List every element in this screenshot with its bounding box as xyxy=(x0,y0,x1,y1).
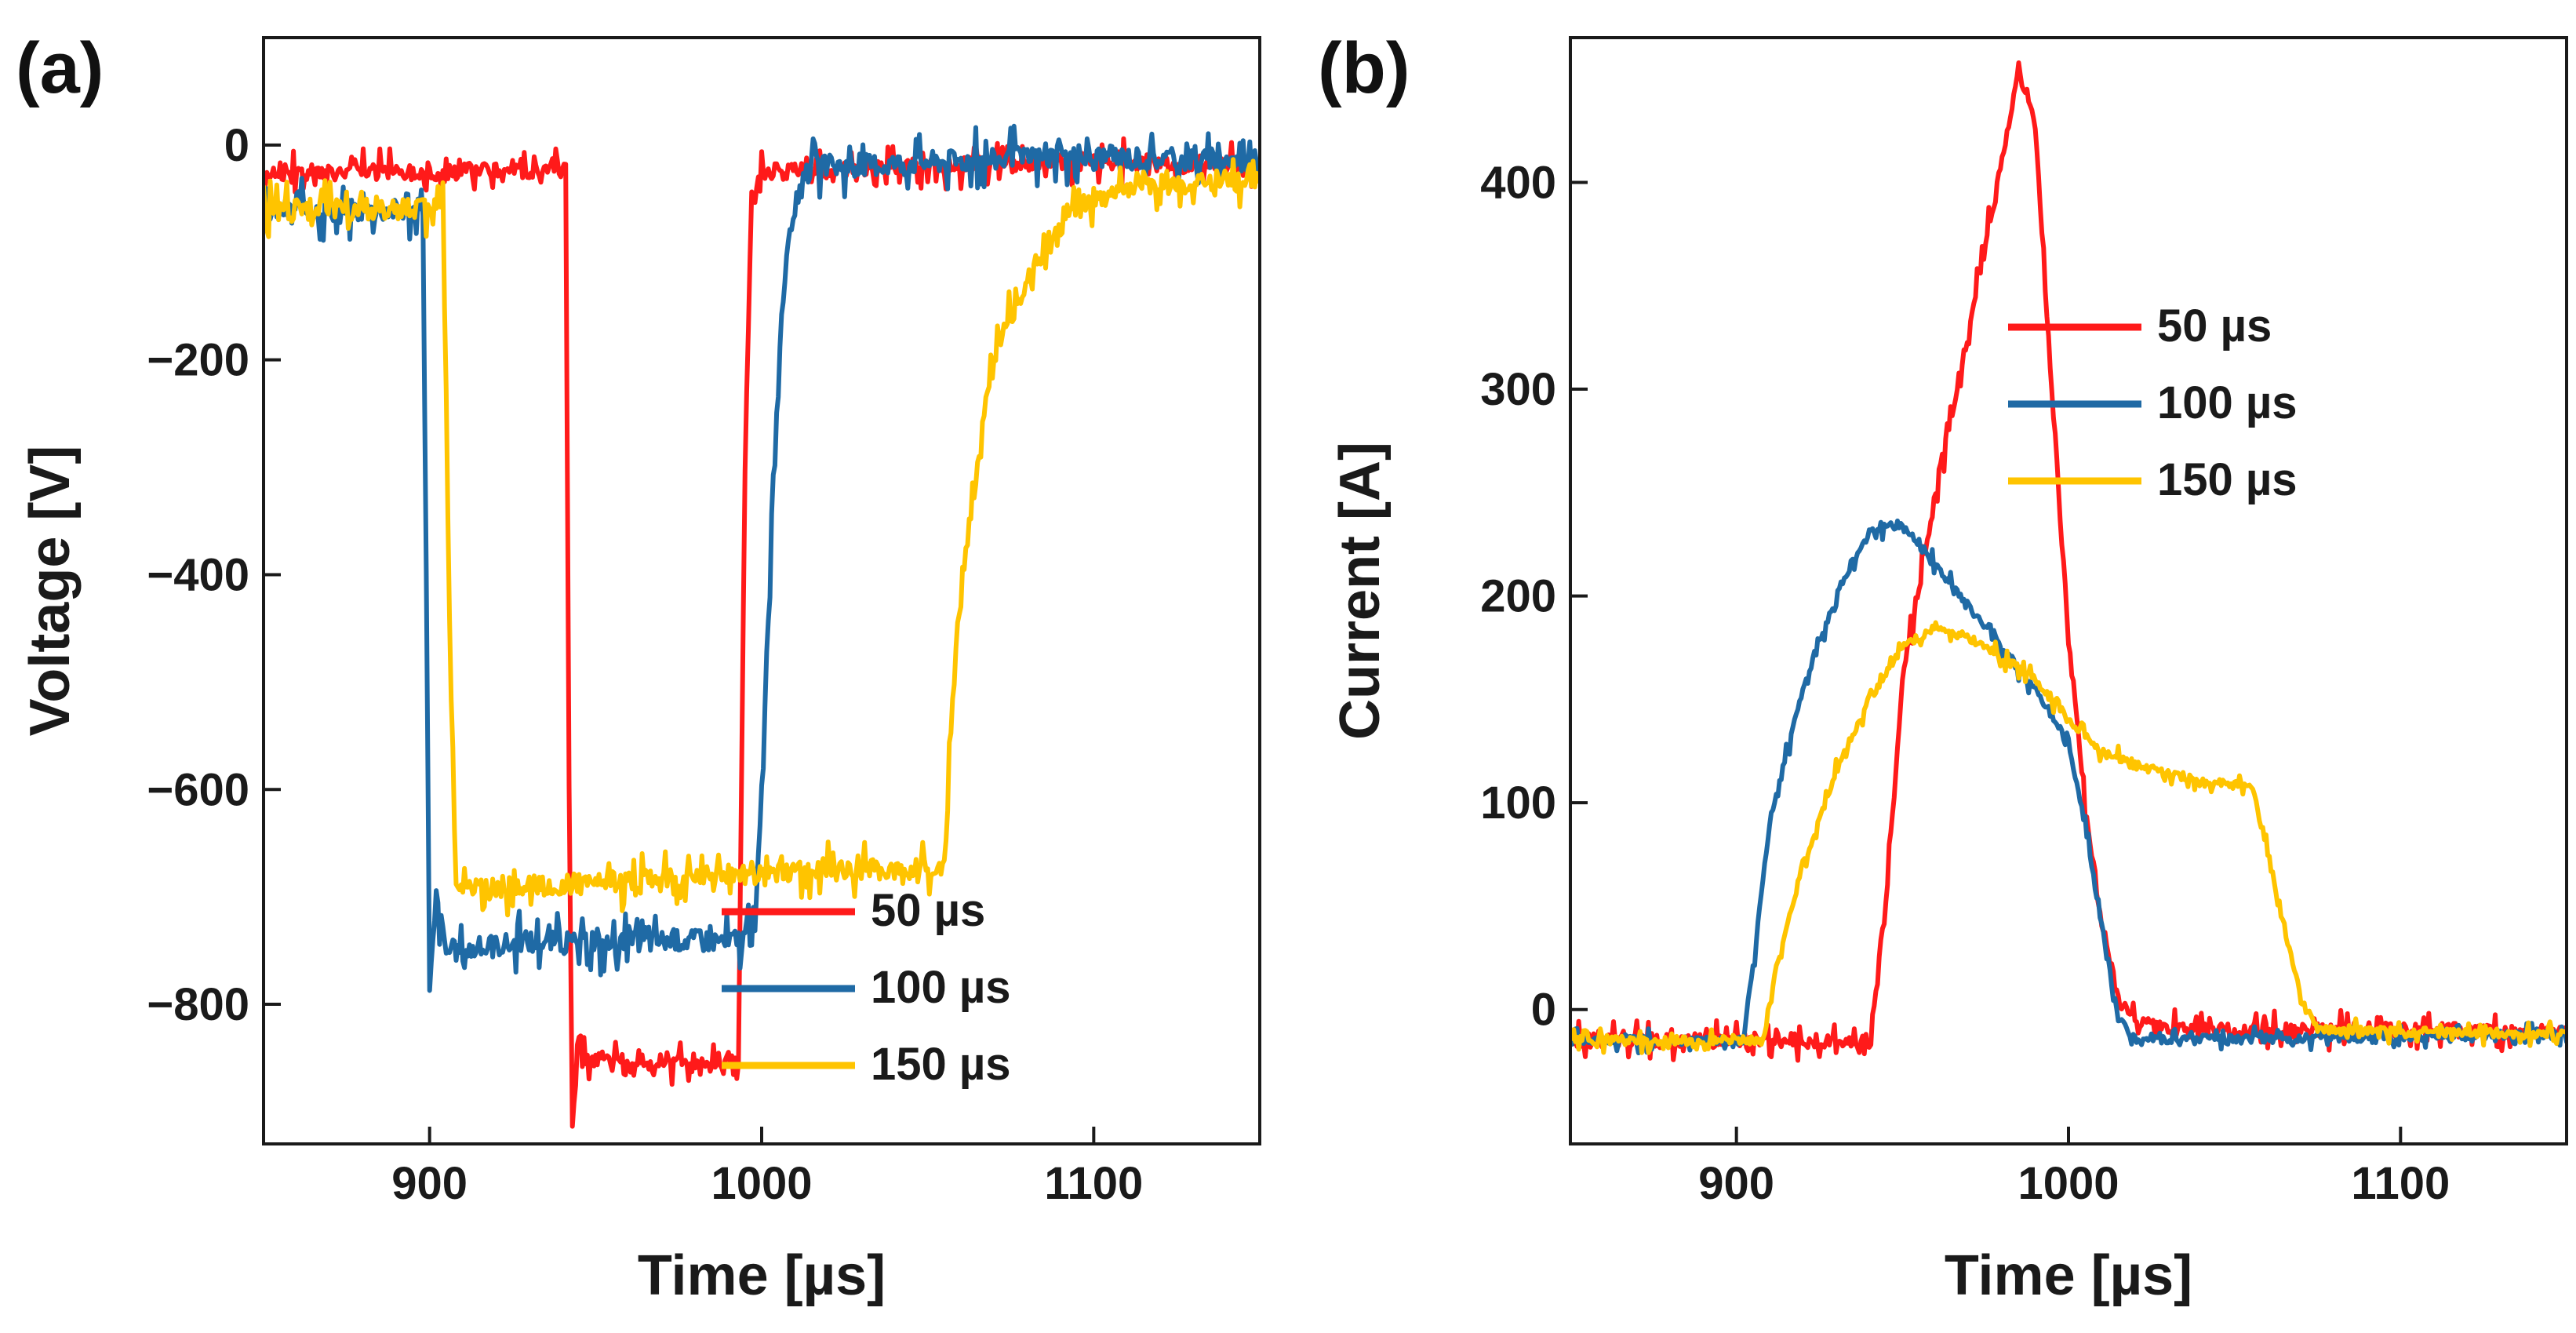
panel-b-x-axis-label: Time [µs] xyxy=(1945,1244,2192,1307)
panel-b-y-axis: 0 100 200 300 400 xyxy=(1480,157,1588,1036)
panel-a-legend: 50 µs 100 µs 150 µs xyxy=(722,885,1011,1090)
panel-a-legend-label: 100 µs xyxy=(871,962,1011,1013)
panel-b-y-tick-label: 100 xyxy=(1480,778,1556,829)
panel-a-series-50us-line xyxy=(264,136,1260,1129)
panel-b-y-tick-label: 200 xyxy=(1480,571,1556,622)
panel-b-legend-label: 50 µs xyxy=(2157,300,2272,351)
panel-b-y-tick-label: 400 xyxy=(1480,157,1556,208)
panel-a-x-tick-label: 1000 xyxy=(711,1158,812,1209)
panel-b-x-axis: 900 1000 1100 xyxy=(1698,1127,2450,1209)
panel-b-series-150us-line xyxy=(1570,620,2567,1055)
panel-a-plot-area xyxy=(264,123,1260,1129)
panel-b-plot-area xyxy=(1570,60,2567,1063)
panel-a-y-tick-label: −800 xyxy=(147,979,249,1030)
panel-a-y-tick-label: 0 xyxy=(224,120,249,171)
panel-b-x-tick-label: 1000 xyxy=(2018,1158,2119,1209)
panel-b-y-axis-label: Current [A] xyxy=(1329,442,1392,740)
panel-b-series-50us-line xyxy=(1570,60,2567,1063)
panel-b-current-chart: (b) 0 100 200 300 400 900 1000 1100 Current [A… xyxy=(1318,28,2568,1307)
panel-b-legend-label: 150 µs xyxy=(2157,454,2298,505)
panel-a-series-150us-line xyxy=(264,157,1260,918)
panel-a-voltage-chart: (a) 0 −200 −400 −600 −800 900 1000 1100 Voltag… xyxy=(16,28,1261,1307)
panel-a-y-axis-label: Voltage [V] xyxy=(19,446,82,737)
panel-a-y-tick-label: −600 xyxy=(147,764,249,815)
panel-a-y-axis: 0 −200 −400 −600 −800 xyxy=(147,120,281,1030)
panel-a-x-tick-label: 900 xyxy=(391,1158,468,1209)
panel-a-y-tick-label: −400 xyxy=(147,549,249,600)
panel-b-series-100us-line xyxy=(1570,518,2567,1055)
panel-b-frame xyxy=(1569,36,2568,1145)
panel-a-x-tick-label: 1100 xyxy=(1044,1158,1143,1209)
panel-a-frame xyxy=(262,36,1261,1145)
panel-a-letter: (a) xyxy=(16,28,104,108)
panel-a-legend-label: 150 µs xyxy=(871,1039,1011,1090)
panel-b-y-tick-label: 0 xyxy=(1531,985,1556,1036)
panel-a-y-tick-label: −200 xyxy=(147,335,249,386)
panel-b-legend-label: 100 µs xyxy=(2157,377,2298,428)
panel-b-letter: (b) xyxy=(1318,28,1410,108)
panel-b-x-tick-label: 900 xyxy=(1698,1158,1774,1209)
panel-b-legend: 50 µs 100 µs 150 µs xyxy=(2008,300,2298,505)
panel-b-x-tick-label: 1100 xyxy=(2351,1158,2450,1209)
panel-a-legend-label: 50 µs xyxy=(871,885,985,936)
panel-a-x-axis-label: Time [µs] xyxy=(638,1244,886,1307)
panel-a-x-axis: 900 1000 1100 xyxy=(391,1127,1143,1209)
panel-a-series-100us-line xyxy=(264,123,1260,993)
panel-b-y-tick-label: 300 xyxy=(1480,364,1556,415)
